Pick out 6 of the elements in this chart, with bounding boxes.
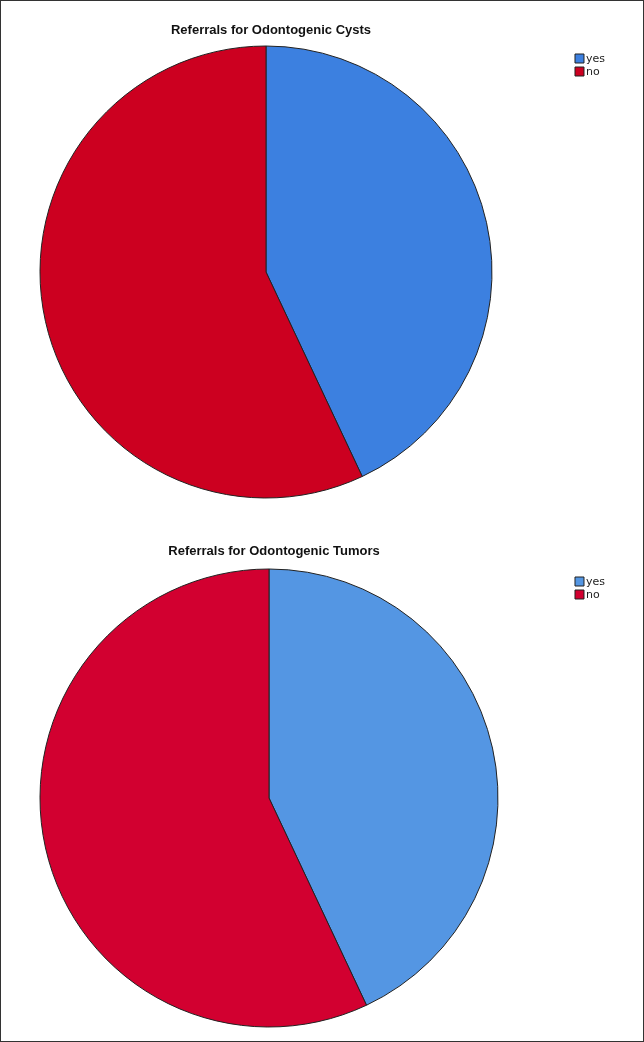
chart-title: Referrals for Odontogenic Cysts xyxy=(170,22,372,37)
legend-label: no xyxy=(585,588,600,601)
legend-label: no xyxy=(585,65,600,78)
chart-title: Referrals for Odontogenic Tumors xyxy=(168,543,380,558)
legend-label: yes xyxy=(585,575,606,588)
legend-label: yes xyxy=(585,52,606,65)
